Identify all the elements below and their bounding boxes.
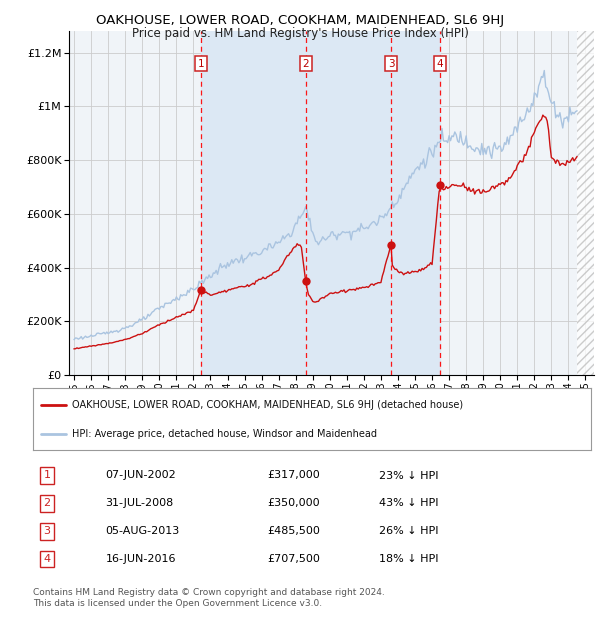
Text: OAKHOUSE, LOWER ROAD, COOKHAM, MAIDENHEAD, SL6 9HJ: OAKHOUSE, LOWER ROAD, COOKHAM, MAIDENHEA… <box>96 14 504 27</box>
Text: This data is licensed under the Open Government Licence v3.0.: This data is licensed under the Open Gov… <box>33 599 322 608</box>
Text: 23% ↓ HPI: 23% ↓ HPI <box>379 471 439 480</box>
Text: £317,000: £317,000 <box>268 471 320 480</box>
Text: 31-JUL-2008: 31-JUL-2008 <box>106 498 174 508</box>
Text: 16-JUN-2016: 16-JUN-2016 <box>106 554 176 564</box>
Text: 43% ↓ HPI: 43% ↓ HPI <box>379 498 439 508</box>
Text: OAKHOUSE, LOWER ROAD, COOKHAM, MAIDENHEAD, SL6 9HJ (detached house): OAKHOUSE, LOWER ROAD, COOKHAM, MAIDENHEA… <box>72 400 463 410</box>
Bar <box>577 31 594 375</box>
Text: 4: 4 <box>43 554 50 564</box>
Text: 3: 3 <box>43 526 50 536</box>
Text: 1: 1 <box>197 59 204 69</box>
Text: 2: 2 <box>302 59 309 69</box>
Text: £707,500: £707,500 <box>268 554 320 564</box>
Text: £485,500: £485,500 <box>268 526 320 536</box>
Text: 2: 2 <box>43 498 50 508</box>
Bar <box>201 31 440 375</box>
Text: £350,000: £350,000 <box>268 498 320 508</box>
Text: 3: 3 <box>388 59 394 69</box>
Text: 4: 4 <box>437 59 443 69</box>
Text: 26% ↓ HPI: 26% ↓ HPI <box>379 526 439 536</box>
Text: 05-AUG-2013: 05-AUG-2013 <box>106 526 180 536</box>
Text: Price paid vs. HM Land Registry's House Price Index (HPI): Price paid vs. HM Land Registry's House … <box>131 27 469 40</box>
Text: 1: 1 <box>43 471 50 480</box>
Text: HPI: Average price, detached house, Windsor and Maidenhead: HPI: Average price, detached house, Wind… <box>72 429 377 439</box>
Text: 07-JUN-2002: 07-JUN-2002 <box>106 471 176 480</box>
Text: Contains HM Land Registry data © Crown copyright and database right 2024.: Contains HM Land Registry data © Crown c… <box>33 588 385 597</box>
Text: 18% ↓ HPI: 18% ↓ HPI <box>379 554 439 564</box>
